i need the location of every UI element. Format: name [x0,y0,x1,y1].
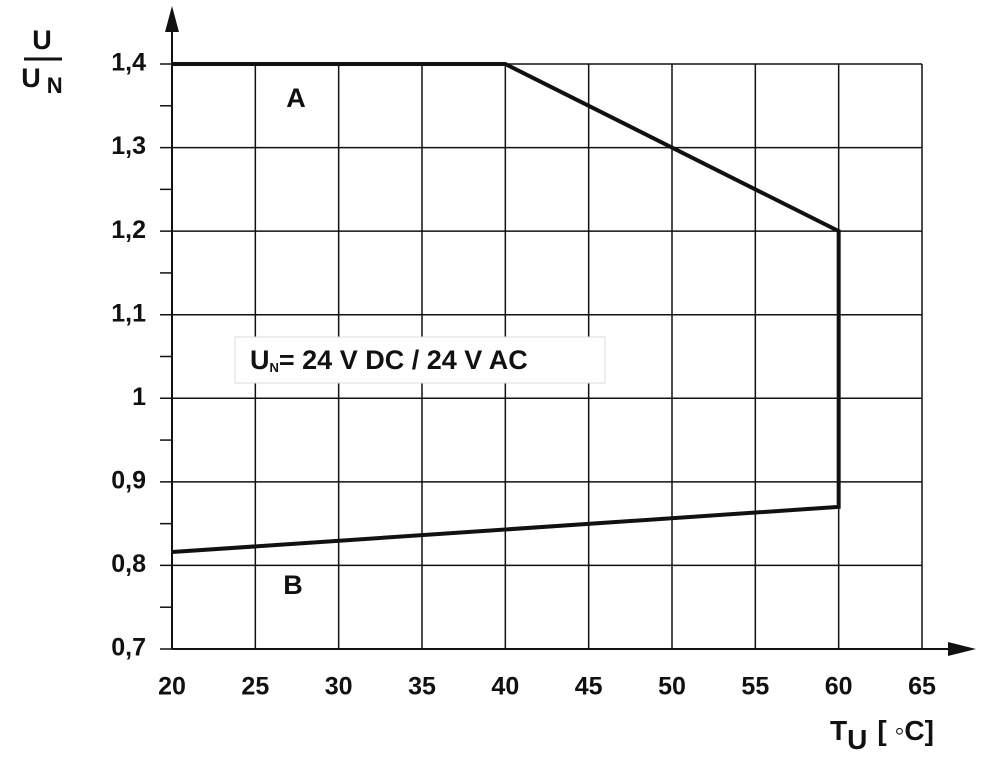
y-tick-label: 1,3 [111,132,146,160]
note-sub: N [270,360,279,375]
note-main: U [250,345,270,375]
y-tick-label: 0,9 [111,466,146,494]
y-label-den-main: U [21,63,41,93]
y-tick-label: 1,2 [111,216,146,244]
y-tick-label: 0,7 [111,634,146,662]
note: UN= 24 V DC / 24 V AC [250,345,528,375]
x-label: TU [ ◦C] [830,715,934,755]
x-label-sub: U [847,724,867,755]
note-box [234,336,606,384]
y-axis-arrow [165,6,179,32]
y-tick-label: 1,1 [111,299,146,327]
x-tick-label: 20 [158,673,186,701]
x-label-unit: [ ◦C] [877,715,934,746]
x-tick-label: 50 [658,673,686,701]
x-tick-label: 25 [241,673,269,701]
x-axis-arrow [948,642,976,656]
note-rest: = 24 V DC / 24 V AC [279,345,528,375]
annotation: B [283,570,303,600]
x-tick-label: 55 [741,673,769,701]
y-tick-label: 1,4 [111,49,146,77]
y-tick-label: 1 [132,383,146,411]
curve [171,62,841,555]
y-tick-label: 0,8 [111,550,146,578]
x-tick-label: 60 [825,673,853,701]
x-tick-label: 35 [408,673,436,701]
x-tick-label: 40 [491,673,519,701]
x-tick-label: 45 [575,673,603,701]
x-tick-label: 65 [908,673,936,701]
annotation: A [286,83,306,113]
y-label-den-sub: N [47,73,63,98]
x-label-main: T [830,715,847,746]
x-tick-label: 30 [325,673,353,701]
y-label-numerator: U [32,25,52,55]
